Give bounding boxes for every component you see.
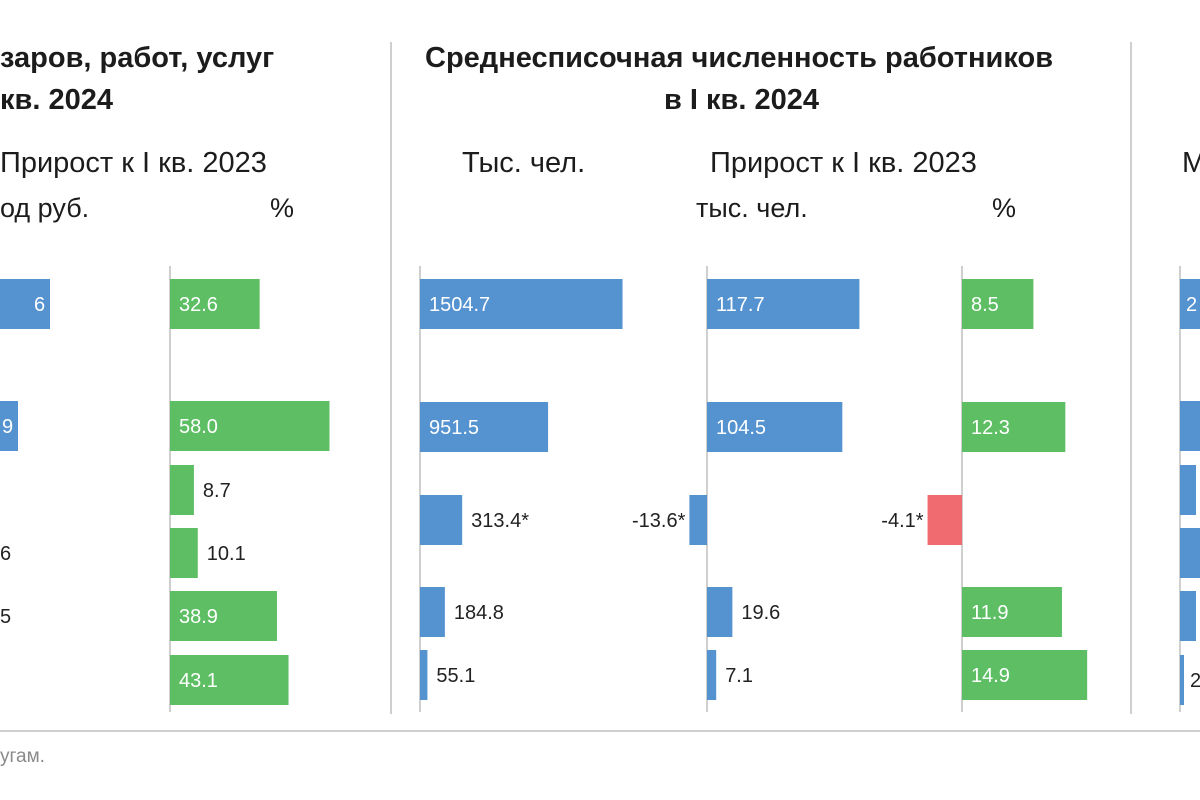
left-abs-label: 5 (0, 606, 11, 628)
left-pct-axis-bar (170, 528, 198, 578)
mid-abs-axis-label: 313.4* (471, 510, 529, 532)
mid-abs-axis-label: 951.5 (429, 417, 479, 439)
middle-title-line2: в I кв. 2024 (664, 84, 819, 116)
left-title-line2: кв. 2024 (0, 84, 113, 116)
mid-pct-axis-label: 11.9 (971, 602, 1008, 624)
left-abs-label: 6 (34, 294, 45, 316)
left-pct-axis-label: 58.0 (179, 416, 218, 438)
mid-pct-axis-bar (962, 650, 1088, 700)
left-title-line1: заров, работ, услуг (0, 42, 275, 74)
mid-abs-axis-bar (420, 587, 445, 637)
mid-growth-axis-label: 7.1 (725, 665, 753, 687)
mid-abs-axis-bar (420, 402, 549, 452)
left-pct-axis-label: 32.6 (179, 294, 218, 316)
mid-pct-axis-bar (927, 495, 962, 545)
left-pct-axis-bar (170, 655, 289, 705)
right-bar (1180, 279, 1200, 329)
mid-growth-axis-bar (707, 587, 733, 637)
mid-abs-axis-label: 55.1 (436, 665, 475, 687)
mid-pct-axis-label: 12.3 (971, 417, 1010, 439)
right-header-fragment: М (1182, 147, 1200, 179)
mid-abs-axis-label: 1504.7 (429, 294, 490, 316)
middle-abs-header: Тыс. чел. (462, 147, 586, 179)
mid-growth-axis-bar (689, 495, 707, 545)
left-pct-axis-bar (170, 279, 260, 329)
mid-growth-axis-bar (707, 650, 717, 700)
mid-growth-axis-label: 104.5 (716, 417, 766, 439)
right-bar (1180, 401, 1200, 451)
left-abs-label: 6 (0, 543, 11, 565)
right-label: 2 (1186, 294, 1197, 316)
right-label: 2 (1190, 670, 1200, 692)
left-growth-header: Прирост к I кв. 2023 (0, 147, 267, 179)
mid-growth-axis-label: 19.6 (741, 602, 780, 624)
mid-growth-axis-bar (707, 279, 860, 329)
right-bar (1180, 655, 1184, 705)
middle-unit-abs: тыс. чел. (696, 193, 808, 223)
mid-pct-axis-label: 14.9 (971, 665, 1010, 687)
left-pct-axis-bar (170, 591, 277, 641)
right-bar (1180, 528, 1200, 578)
mid-pct-axis-bar (962, 279, 1034, 329)
mid-growth-axis-label: 117.7 (716, 294, 765, 316)
footnote: угам. (0, 746, 45, 767)
middle-unit-pct: % (992, 193, 1017, 223)
bottom-rule (0, 730, 1200, 732)
left-pct-axis-bar (170, 401, 330, 451)
left-abs-bar (0, 279, 50, 329)
left-pct-axis-label: 38.9 (179, 606, 218, 628)
left-pct-axis-label: 43.1 (179, 670, 218, 692)
mid-abs-axis-label: 184.8 (454, 602, 504, 624)
middle-growth-header: Прирост к I кв. 2023 (710, 147, 977, 179)
left-pct-axis-bar (170, 465, 194, 515)
panel-divider-right (1130, 42, 1132, 714)
mid-growth-axis-bar (707, 402, 843, 452)
mid-abs-axis-bar (420, 495, 463, 545)
left-unit-pct: % (270, 193, 295, 223)
mid-pct-axis-label: 8.5 (971, 294, 999, 316)
mid-pct-axis-label: -4.1* (881, 510, 923, 532)
left-unit-abs: од руб. (0, 193, 90, 223)
middle-title-line1: Среднесписочная численность работников (425, 42, 1054, 74)
right-bar (1180, 591, 1196, 641)
left-pct-axis-label: 8.7 (203, 480, 231, 502)
left-abs-label: 9 (2, 416, 13, 438)
mid-growth-axis-label: -13.6* (632, 510, 686, 532)
mid-abs-axis-bar (420, 650, 428, 700)
left-abs-bar (0, 401, 18, 451)
panel-divider-left (390, 42, 392, 714)
left-pct-axis-label: 10.1 (207, 543, 246, 565)
mid-abs-axis-bar (420, 279, 623, 329)
right-bar (1180, 465, 1196, 515)
mid-pct-axis-bar (962, 402, 1066, 452)
mid-pct-axis-bar (962, 587, 1062, 637)
